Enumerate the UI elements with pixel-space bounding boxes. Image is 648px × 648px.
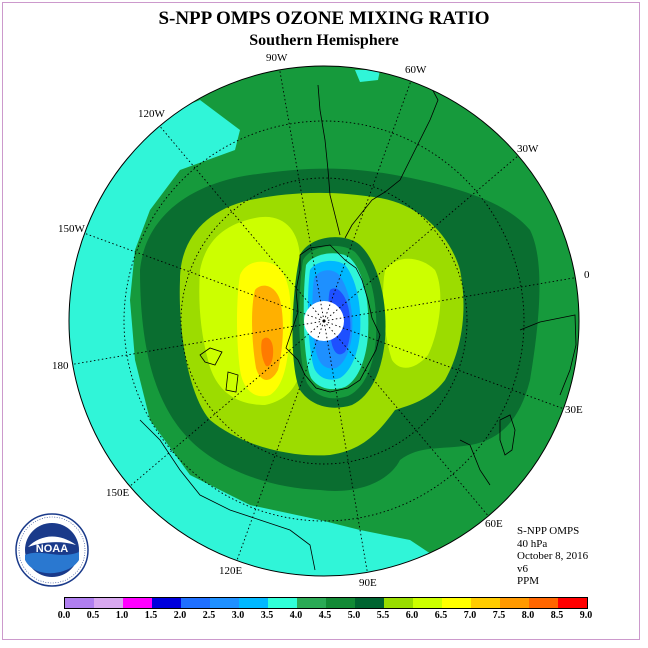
info-units: PPM <box>517 575 540 587</box>
meridian-90e <box>323 320 369 576</box>
colorbar-segment <box>384 598 413 608</box>
colorbar-segment <box>297 598 326 608</box>
colorbar-tick-label: 0.0 <box>57 610 71 621</box>
south-america-coast <box>344 77 439 239</box>
meridian-150w <box>80 231 325 322</box>
info-version: v6 <box>517 562 528 575</box>
meridian-90w <box>278 66 325 322</box>
chart-title: S-NPP OMPS OZONE MIXING RATIO <box>158 8 490 29</box>
colorbar-segment <box>210 598 239 608</box>
lon-label-30e: 30E <box>565 404 583 416</box>
meridian-60e <box>323 320 491 519</box>
lon-label-120w: 120W <box>138 108 165 120</box>
colorbar-segment <box>558 598 587 608</box>
colorbar-segment <box>500 598 529 608</box>
colorbar-tick-label: 8.5 <box>550 610 564 621</box>
ozone-field-3-5-4 <box>69 100 440 576</box>
meridian-120w <box>157 123 325 322</box>
colorbar-segment <box>239 598 268 608</box>
colorbar-tick-label: 6.0 <box>405 610 419 621</box>
colorbar-segment <box>94 598 123 608</box>
lon-label-180: 180 <box>52 360 69 372</box>
colorbar-tick-label: 4.5 <box>318 610 332 621</box>
colorbar-segment <box>181 598 210 608</box>
meridian-0 <box>323 276 579 322</box>
colorbar-tick-label: 7.0 <box>463 610 477 621</box>
madagascar <box>499 414 516 456</box>
colorbar-segment <box>326 598 355 608</box>
antarctica-coast <box>285 244 381 393</box>
ozone-field-7-5-8 <box>261 337 274 367</box>
lon-label-150w: 150W <box>58 223 85 235</box>
colorbar-tick-label: 3.0 <box>231 610 245 621</box>
colorbar-tick-label: 5.5 <box>376 610 390 621</box>
lon-label-150e: 150E <box>106 487 130 499</box>
africa-coast <box>519 314 577 396</box>
noaa-logo: NOAA <box>15 513 89 587</box>
ozone-field-6-6-5-east <box>382 258 441 368</box>
colorbar-tick-label: 2.0 <box>173 610 187 621</box>
lon-label-60w: 60W <box>405 64 427 76</box>
lon-label-30w: 30W <box>517 143 539 155</box>
figure-frame <box>2 2 640 640</box>
chart-subtitle: Southern Hemisphere <box>249 32 399 49</box>
svg-text:NOAA: NOAA <box>36 543 68 555</box>
map-boundary <box>68 65 580 577</box>
colorbar-segment <box>65 598 94 608</box>
meridian-120e <box>235 320 325 564</box>
colorbar-tick-label: 8.0 <box>521 610 535 621</box>
lon-label-90e: 90E <box>359 577 377 589</box>
meridian-30w <box>323 154 520 322</box>
lon-label-60e: 60E <box>485 518 503 530</box>
new-zealand-south <box>225 371 239 393</box>
australia-coast <box>139 419 316 571</box>
meridian-180 <box>69 320 325 366</box>
ozone-field-3-5-4-top <box>355 70 380 82</box>
colorbar-segment <box>355 598 384 608</box>
colorbar-segment <box>529 598 558 608</box>
colorbar-tick-label: 2.5 <box>202 610 216 621</box>
lon-label-0: 0 <box>584 269 590 281</box>
colorbar-tick-label: 9.0 <box>579 610 593 621</box>
ozone-field-7-7-5 <box>252 285 283 380</box>
colorbar-tick-label: 1.5 <box>144 610 158 621</box>
meridian-60w <box>323 77 413 322</box>
new-zealand <box>199 347 223 366</box>
graticule <box>69 66 579 576</box>
colorbar-tick-label: 0.5 <box>86 610 100 621</box>
colorbar-tick-label: 6.5 <box>434 610 448 621</box>
islands-east <box>459 439 491 486</box>
colorbar-tick-label: 7.5 <box>492 610 506 621</box>
colorbar <box>64 597 588 609</box>
info-block: S-NPP OMPS 40 hPa October 8, 2016 v6 PPM <box>517 525 588 588</box>
info-date: October 8, 2016 <box>517 550 589 562</box>
latitude-circle-inner <box>180 177 468 465</box>
south-america-west <box>317 84 341 236</box>
colorbar-segment <box>413 598 442 608</box>
latitude-circle-mid <box>123 120 525 522</box>
info-pressure-level: 40 hPa <box>517 537 548 550</box>
meridian-150e <box>128 320 325 488</box>
colorbar-ticks: 0.0 0.5 1.0 1.5 2.0 2.5 3.0 3.5 4.0 4.5 5.0 5.5 6.0 6… <box>58 610 593 624</box>
lon-label-90w: 90W <box>266 52 288 64</box>
lon-label-120e: 120E <box>219 565 243 577</box>
colorbar-tick-label: 5.0 <box>347 610 361 621</box>
colorbar-segment <box>442 598 471 608</box>
colorbar-tick-label: 1.0 <box>115 610 129 621</box>
coastlines <box>139 77 577 571</box>
colorbar-tick-label: 4.0 <box>289 610 303 621</box>
colorbar-segment <box>123 598 152 608</box>
meridian-30e <box>323 320 568 411</box>
colorbar-segment <box>268 598 297 608</box>
info-instrument: S-NPP OMPS <box>517 525 580 537</box>
colorbar-tick-label: 3.5 <box>260 610 274 621</box>
colorbar-segment <box>471 598 500 608</box>
colorbar-segment <box>152 598 181 608</box>
